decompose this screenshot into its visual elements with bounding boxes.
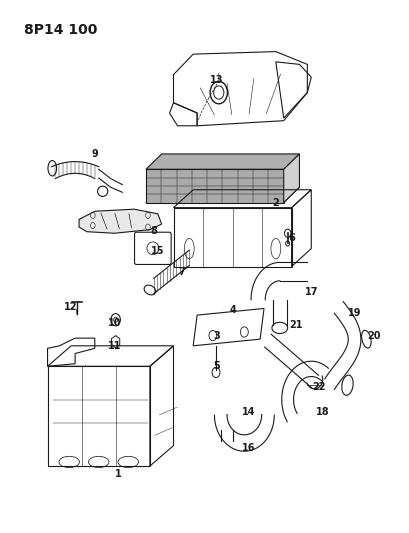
Polygon shape <box>283 154 299 203</box>
Text: 21: 21 <box>288 320 301 330</box>
Polygon shape <box>146 154 299 169</box>
Text: 8: 8 <box>150 225 157 236</box>
Text: 19: 19 <box>347 308 360 318</box>
Text: 10: 10 <box>108 318 121 328</box>
Text: 3: 3 <box>213 330 220 341</box>
Text: 16: 16 <box>241 443 254 453</box>
Polygon shape <box>146 187 299 203</box>
Text: 12: 12 <box>64 302 78 312</box>
Text: 20: 20 <box>366 330 380 341</box>
Text: 11: 11 <box>108 341 121 351</box>
Text: 18: 18 <box>315 407 329 417</box>
Polygon shape <box>79 209 161 233</box>
Text: 4: 4 <box>229 305 235 315</box>
Text: 9: 9 <box>91 149 98 159</box>
Polygon shape <box>146 169 283 203</box>
Text: 13: 13 <box>209 75 223 85</box>
Text: 1: 1 <box>115 469 121 479</box>
Text: 14: 14 <box>241 407 254 417</box>
Text: 8P14 100: 8P14 100 <box>24 23 97 37</box>
Text: 17: 17 <box>304 287 317 297</box>
Text: 15: 15 <box>151 246 164 256</box>
Text: 5: 5 <box>213 361 220 372</box>
Text: 6: 6 <box>288 233 294 244</box>
Text: 2: 2 <box>272 198 279 207</box>
Text: 22: 22 <box>312 382 325 392</box>
Text: 7: 7 <box>178 266 184 277</box>
